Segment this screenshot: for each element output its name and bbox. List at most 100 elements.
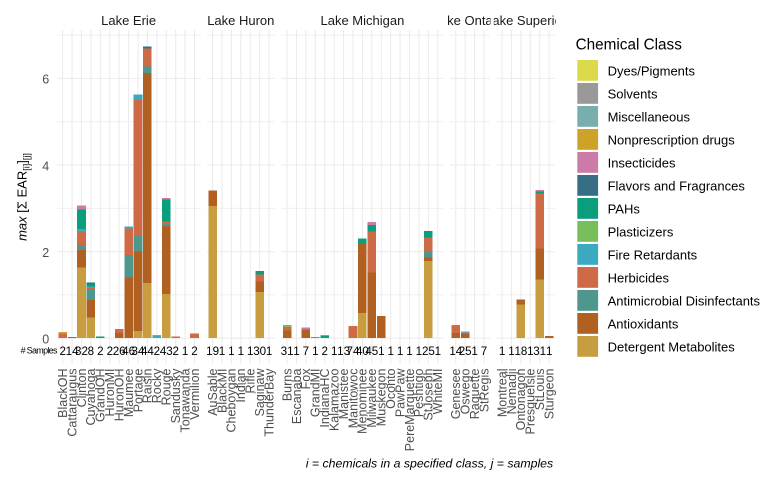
- svg-text:Rifle: Rifle: [244, 368, 258, 393]
- svg-text:Flavors and Fragrances: Flavors and Fragrances: [608, 179, 746, 194]
- svg-text:Lake Superior: Lake Superior: [485, 13, 567, 28]
- svg-text:Antioxidants: Antioxidants: [608, 317, 679, 332]
- svg-text:Montreal: Montreal: [495, 369, 509, 418]
- svg-text:Herbicides: Herbicides: [608, 271, 670, 286]
- svg-text:AuSable: AuSable: [206, 368, 220, 415]
- svg-text:Menominee: Menominee: [356, 368, 370, 433]
- svg-text:2: 2: [172, 345, 178, 358]
- svg-text:40: 40: [356, 345, 369, 358]
- svg-text:74: 74: [347, 345, 360, 358]
- svg-text:Oconto: Oconto: [384, 368, 398, 408]
- svg-text:Manitowoc: Manitowoc: [346, 369, 360, 429]
- svg-text:7: 7: [481, 345, 487, 358]
- svg-text:Escanaba: Escanaba: [290, 368, 304, 424]
- svg-text:Indian: Indian: [234, 368, 248, 402]
- svg-text:Muskegon: Muskegon: [375, 368, 389, 426]
- svg-text:13: 13: [337, 345, 350, 358]
- svg-text:Antimicrobial Disinfectants: Antimicrobial Disinfectants: [608, 294, 761, 309]
- svg-text:PereMarquette: PereMarquette: [403, 368, 417, 451]
- svg-text:Peshtigo: Peshtigo: [412, 368, 426, 417]
- svg-text:Lake Erie: Lake Erie: [101, 13, 156, 28]
- svg-text:1: 1: [228, 345, 234, 358]
- svg-text:Nonprescription drugs: Nonprescription drugs: [608, 133, 736, 148]
- svg-text:44: 44: [141, 345, 154, 358]
- svg-text:30: 30: [253, 345, 266, 358]
- svg-text:32: 32: [75, 345, 88, 358]
- svg-text:Fire Retardants: Fire Retardants: [608, 248, 698, 263]
- svg-text:Genesee: Genesee: [449, 368, 463, 419]
- svg-text:i = chemicals in a specified c: i = chemicals in a specified class, j = …: [306, 457, 553, 471]
- svg-text:HuronOH: HuronOH: [113, 369, 127, 422]
- svg-text:PresqueIsle: PresqueIsle: [524, 368, 538, 434]
- svg-text:1: 1: [247, 345, 253, 358]
- svg-text:Lake Huron: Lake Huron: [207, 13, 274, 28]
- svg-text:Cattaraugus: Cattaraugus: [65, 369, 79, 437]
- svg-text:14: 14: [449, 345, 462, 358]
- svg-text:max [Σ EAR[i]][j]: max [Σ EAR[i]][j]: [15, 153, 32, 241]
- svg-text:StRegis: StRegis: [477, 369, 491, 413]
- svg-text:1: 1: [546, 345, 552, 358]
- svg-text:2: 2: [154, 345, 160, 358]
- svg-text:19: 19: [206, 345, 219, 358]
- svg-text:1: 1: [435, 345, 441, 358]
- svg-text:WhiteMI: WhiteMI: [431, 369, 445, 415]
- svg-text:31: 31: [533, 345, 546, 358]
- svg-text:1: 1: [527, 345, 533, 358]
- svg-text:Manistee: Manistee: [337, 368, 351, 419]
- svg-text:18: 18: [514, 345, 527, 358]
- svg-text:1: 1: [397, 345, 403, 358]
- svg-text:14: 14: [66, 345, 79, 358]
- svg-text:Vermilion: Vermilion: [188, 368, 202, 419]
- svg-text:Insecticides: Insecticides: [608, 156, 676, 171]
- svg-text:25: 25: [459, 345, 472, 358]
- svg-text:IndianaHC: IndianaHC: [318, 369, 332, 428]
- svg-text:Ontonagon: Ontonagon: [514, 368, 528, 430]
- svg-text:Sturgeon: Sturgeon: [543, 368, 557, 419]
- svg-text:34: 34: [132, 345, 145, 358]
- svg-text:8: 8: [88, 345, 94, 358]
- svg-text:ThunderBay: ThunderBay: [262, 368, 276, 437]
- svg-text:2: 2: [107, 345, 113, 358]
- svg-text:Kalamazoo: Kalamazoo: [328, 368, 342, 431]
- svg-text:1: 1: [406, 345, 412, 358]
- svg-text:PAHs: PAHs: [608, 202, 641, 217]
- svg-text:StJoseph: StJoseph: [422, 368, 436, 420]
- svg-text:Saginaw: Saginaw: [253, 368, 267, 417]
- svg-text:BlackOH: BlackOH: [56, 369, 70, 418]
- svg-text:43: 43: [160, 345, 173, 358]
- svg-text:1: 1: [416, 345, 422, 358]
- svg-text:46: 46: [122, 345, 135, 358]
- svg-text:1: 1: [508, 345, 514, 358]
- svg-text:BlackMI: BlackMI: [215, 369, 229, 413]
- svg-text:2: 2: [321, 345, 327, 358]
- svg-text:1: 1: [219, 345, 225, 358]
- svg-text:Rocky: Rocky: [150, 368, 164, 403]
- svg-text:2: 2: [42, 246, 49, 260]
- svg-text:1: 1: [312, 345, 318, 358]
- svg-text:7: 7: [303, 345, 309, 358]
- svg-text:Oswego: Oswego: [459, 368, 473, 414]
- svg-text:StLouis: StLouis: [533, 369, 547, 411]
- svg-text:Portage: Portage: [131, 368, 145, 412]
- svg-text:6: 6: [42, 73, 49, 87]
- svg-text:25: 25: [422, 345, 435, 358]
- svg-text:Cuyahoga: Cuyahoga: [84, 368, 98, 425]
- svg-text:Burns: Burns: [280, 369, 294, 402]
- svg-text:Lake Michigan: Lake Michigan: [320, 13, 404, 28]
- svg-text:1: 1: [387, 345, 393, 358]
- svg-text:45: 45: [365, 345, 378, 358]
- svg-text:Chemical Class: Chemical Class: [576, 37, 683, 54]
- svg-text:1: 1: [266, 345, 272, 358]
- svg-text:Dyes/Pigments: Dyes/Pigments: [608, 64, 696, 79]
- svg-text:Miscellaneous: Miscellaneous: [608, 110, 691, 125]
- svg-text:Sandusky: Sandusky: [169, 368, 183, 424]
- svg-text:Solvents: Solvents: [608, 87, 658, 102]
- svg-text:Detergent Metabolites: Detergent Metabolites: [608, 340, 736, 355]
- svg-text:Clinton: Clinton: [75, 368, 89, 407]
- svg-text:HuronMI: HuronMI: [103, 369, 117, 417]
- svg-text:1: 1: [378, 345, 384, 358]
- svg-text:1: 1: [293, 345, 299, 358]
- svg-text:Nemadji: Nemadji: [505, 369, 519, 415]
- svg-text:Fox: Fox: [299, 368, 313, 390]
- svg-text:31: 31: [281, 345, 294, 358]
